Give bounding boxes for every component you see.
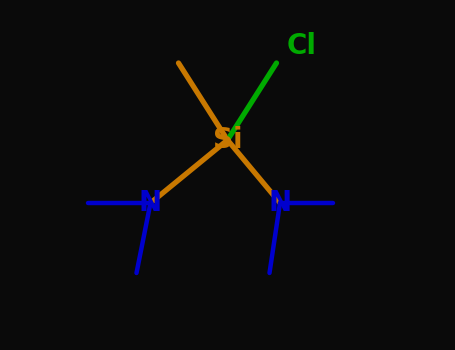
Text: Si: Si: [212, 126, 243, 154]
Text: N: N: [139, 189, 162, 217]
Text: N: N: [268, 189, 292, 217]
Text: Cl: Cl: [287, 32, 317, 60]
